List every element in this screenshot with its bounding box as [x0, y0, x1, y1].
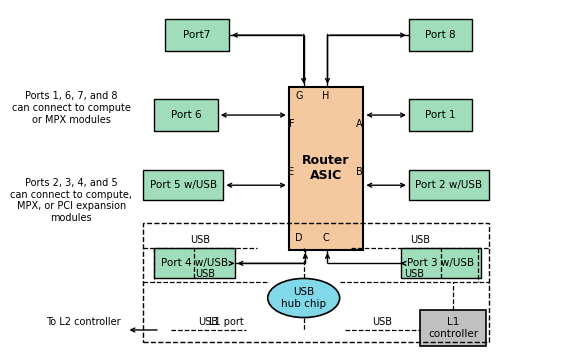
Bar — [420, 310, 486, 346]
Bar — [401, 248, 481, 279]
Text: A: A — [356, 119, 363, 129]
Text: E: E — [288, 167, 295, 177]
Text: USB: USB — [198, 317, 218, 327]
Bar — [154, 99, 218, 131]
Text: USB
hub chip: USB hub chip — [281, 287, 326, 309]
Text: F: F — [289, 119, 294, 129]
Text: Port 2 w/USB: Port 2 w/USB — [415, 180, 482, 190]
Text: USB: USB — [196, 269, 215, 279]
Text: Port 4 w/USB: Port 4 w/USB — [161, 258, 228, 268]
Text: USB: USB — [372, 317, 393, 327]
Text: Port 5 w/USB: Port 5 w/USB — [150, 180, 217, 190]
Bar — [143, 223, 489, 342]
Bar — [154, 248, 234, 279]
Text: H: H — [322, 91, 329, 101]
Bar — [409, 99, 472, 131]
Text: To L2 controller: To L2 controller — [46, 317, 121, 327]
Bar — [143, 170, 223, 200]
Text: USB: USB — [404, 269, 424, 279]
Bar — [289, 87, 364, 250]
Text: Port 1: Port 1 — [426, 110, 456, 120]
Text: Port 3 w/USB: Port 3 w/USB — [407, 258, 474, 268]
Text: USB: USB — [410, 236, 430, 246]
Bar — [409, 170, 489, 200]
Text: Ports 2, 3, 4, and 5
can connect to compute,
MPX, or PCI expansion
modules: Ports 2, 3, 4, and 5 can connect to comp… — [10, 178, 132, 223]
Text: L1 port: L1 port — [209, 317, 244, 327]
Text: Port 8: Port 8 — [426, 30, 456, 40]
Text: G: G — [295, 91, 303, 101]
Text: L1
controller: L1 controller — [428, 318, 478, 339]
Bar — [409, 19, 472, 51]
Text: C: C — [323, 233, 329, 243]
Text: USB: USB — [190, 236, 210, 246]
Text: Port7: Port7 — [184, 30, 211, 40]
Bar — [166, 19, 229, 51]
Text: Port 6: Port 6 — [171, 110, 201, 120]
Ellipse shape — [267, 279, 340, 318]
Text: D: D — [295, 233, 303, 243]
Text: B: B — [356, 167, 363, 177]
Text: Router
ASIC: Router ASIC — [302, 154, 350, 182]
Text: Ports 1, 6, 7, and 8
can connect to compute
or MPX modules: Ports 1, 6, 7, and 8 can connect to comp… — [12, 91, 131, 125]
